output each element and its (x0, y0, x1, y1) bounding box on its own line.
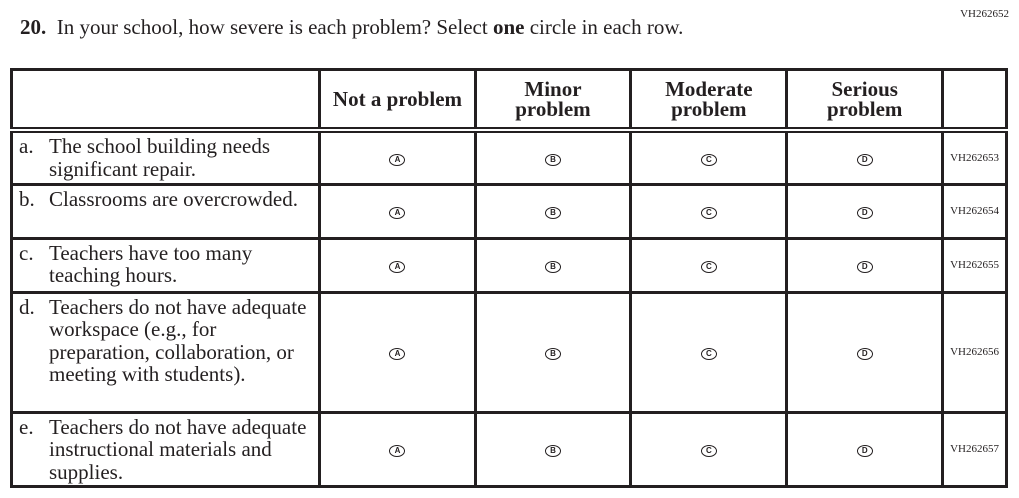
item-label: b. Classrooms are overcrowded. (9, 182, 322, 240)
item-label: c. Teachers have too many teaching hours. (9, 236, 322, 294)
radio-option-d[interactable]: D (856, 445, 873, 458)
item-label: e. Teachers do not have adequate instruct… (9, 410, 322, 488)
option-cell: A (318, 128, 477, 186)
item-text: The school building needs significant re… (49, 134, 271, 181)
radio-option-a[interactable]: A (389, 445, 406, 458)
item-letter: b. (19, 186, 35, 211)
table-row: d. Teachers do not have adequate workspac… (9, 290, 1008, 414)
option-cell: B (473, 128, 633, 186)
radio-option-a[interactable]: A (389, 153, 406, 166)
option-cell: C (629, 410, 789, 488)
question-id: VH262652 (960, 8, 1009, 20)
item-label: d. Teachers do not have adequate workspac… (9, 290, 322, 414)
option-cell: D (785, 290, 945, 414)
radio-option-c[interactable]: C (700, 207, 717, 219)
radio-option-c[interactable]: C (700, 153, 717, 166)
option-cell: D (785, 182, 945, 240)
option-cell: C (629, 182, 789, 240)
item-code: VH262653 (941, 128, 1008, 186)
item-text: Teachers have too many teaching hours. (49, 240, 253, 287)
question-emphasis: one (492, 15, 525, 39)
option-cell: B (473, 236, 633, 294)
item-letter: e. (19, 414, 34, 439)
item-code: VH262655 (941, 236, 1008, 294)
option-cell: D (785, 410, 945, 488)
option-cell: D (785, 128, 945, 186)
header-moderate-problem: Moderate problem (629, 68, 789, 133)
radio-option-b[interactable]: B (544, 207, 561, 219)
table-row: a. The school building needs significant … (9, 128, 1008, 186)
option-cell: B (473, 290, 633, 414)
question-text: 20. In your school, how severe is each p… (20, 15, 683, 40)
item-code: VH262654 (941, 182, 1008, 240)
header-not-a-problem: Not a problem (318, 68, 477, 133)
radio-option-d[interactable]: D (856, 261, 873, 273)
item-letter: d. (19, 294, 35, 319)
radio-option-c[interactable]: C (700, 348, 717, 360)
radio-option-c[interactable]: C (700, 261, 717, 273)
item-code: VH262657 (941, 410, 1008, 488)
option-cell: A (318, 290, 477, 414)
option-cell: A (318, 236, 477, 294)
radio-option-a[interactable]: A (389, 207, 406, 219)
option-cell: B (473, 410, 633, 488)
radio-option-b[interactable]: B (544, 261, 561, 273)
option-cell: D (785, 236, 945, 294)
radio-option-d[interactable]: D (856, 153, 873, 166)
radio-option-b[interactable]: B (544, 153, 561, 166)
option-cell: B (473, 182, 633, 240)
item-code: VH262656 (941, 290, 1008, 414)
radio-option-a[interactable]: A (389, 261, 406, 273)
header-row: Not a problem Minor problem Moderate pro… (9, 68, 1008, 133)
question-prompt: In your school, how severe is each probl… (56, 15, 488, 39)
option-cell: A (318, 410, 477, 488)
item-text: Teachers do not have adequate workspace … (49, 294, 307, 386)
item-letter: c. (19, 240, 34, 265)
question-prompt-end: circle in each row. (529, 15, 684, 39)
table-row: b. Classrooms are overcrowded. A B C D VH26265… (9, 182, 1008, 240)
option-cell: C (629, 290, 789, 414)
radio-option-b[interactable]: B (544, 348, 561, 360)
header-code (941, 68, 1008, 133)
question-number: 20. (20, 15, 47, 39)
option-cell: A (318, 182, 477, 240)
option-cell: C (629, 236, 789, 294)
radio-option-b[interactable]: B (544, 445, 561, 458)
header-item (9, 68, 322, 133)
table-row: c. Teachers have too many teaching hours.… (9, 236, 1008, 294)
item-text: Classrooms are overcrowded. (49, 186, 299, 211)
response-grid: Not a problem Minor problem Moderate pro… (9, 68, 1008, 488)
header-serious-problem: Serious problem (785, 68, 945, 133)
item-text: Teachers do not have adequate instructio… (49, 414, 307, 484)
radio-option-c[interactable]: C (700, 445, 717, 458)
header-minor-problem: Minor problem (473, 68, 633, 133)
option-cell: C (629, 128, 789, 186)
item-label: a. The school building needs significant … (9, 128, 322, 186)
radio-option-d[interactable]: D (856, 348, 873, 360)
table-row: e. Teachers do not have adequate instruct… (9, 410, 1008, 488)
radio-option-a[interactable]: A (389, 348, 406, 360)
item-letter: a. (19, 134, 34, 158)
radio-option-d[interactable]: D (856, 207, 873, 219)
